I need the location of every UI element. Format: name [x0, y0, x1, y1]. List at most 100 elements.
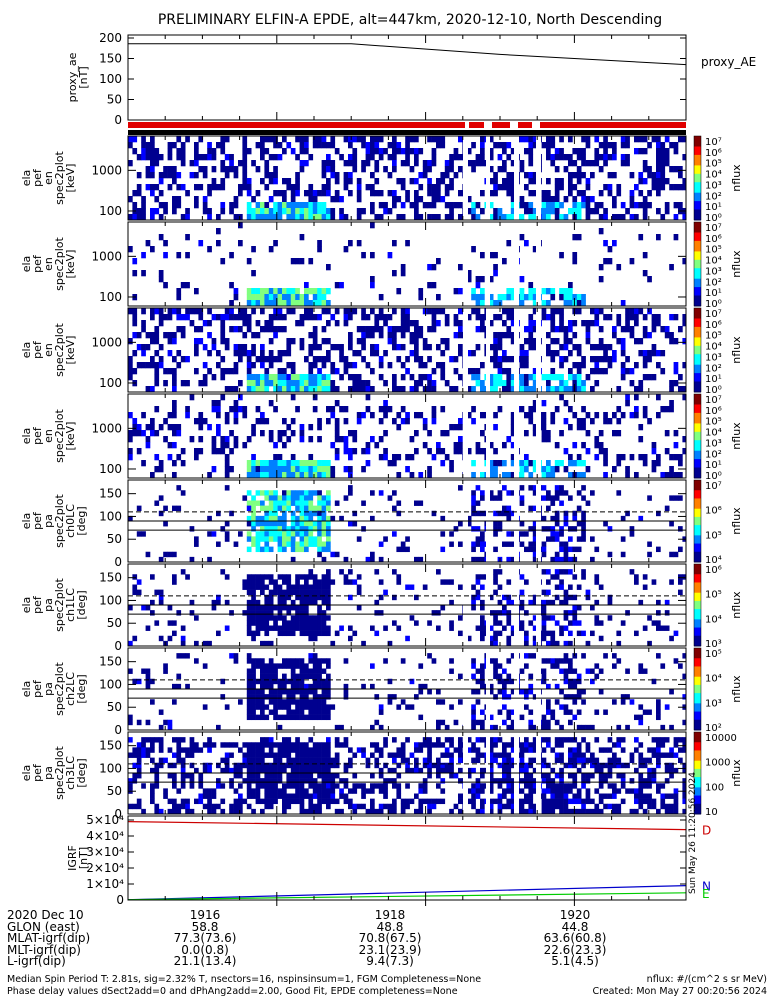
colorbar-step	[694, 531, 701, 534]
colorbar-step	[694, 627, 701, 631]
igrf-line-N	[127, 885, 687, 901]
footer-created: Created: Mon May 27 00:20:56 2024	[592, 986, 768, 997]
colorbar-step	[694, 750, 701, 753]
colorbar-step	[694, 789, 701, 792]
colorbar-step	[694, 539, 701, 542]
y-axis-label: ela	[20, 342, 33, 359]
ephem-l: 21.1(13.4)	[173, 954, 237, 968]
colorbar-step	[694, 410, 701, 414]
colorbar-step	[694, 184, 701, 187]
y-axis-label: ch3LC	[64, 756, 77, 790]
colorbar-step	[694, 668, 701, 672]
colorbar-step	[694, 732, 701, 735]
colorbar-step	[694, 744, 701, 747]
colorbar-step	[694, 656, 701, 659]
colorbar-step	[694, 419, 701, 422]
y-tick-label: 100	[99, 290, 122, 304]
colorbar-step	[694, 654, 701, 657]
data-gap	[486, 308, 490, 392]
colorbar-step	[694, 215, 701, 219]
colorbar-step	[694, 773, 701, 776]
colorbar-step	[694, 471, 701, 475]
colorbar-step	[694, 746, 701, 749]
colorbar-step	[694, 429, 701, 433]
colorbar-step	[694, 257, 701, 261]
heatmap-cells	[128, 648, 686, 730]
colorbar-step	[694, 719, 701, 723]
colorbar-step	[694, 209, 701, 213]
y-tick-label: 1000	[91, 335, 122, 349]
colorbar-label: nflux	[730, 675, 743, 703]
colorbar-step	[694, 322, 701, 326]
colorbar-tick-label: 10³	[705, 698, 722, 709]
y-axis-label: ela	[20, 428, 33, 445]
colorbar-step	[694, 502, 701, 506]
colorbar-step	[694, 570, 701, 573]
y-axis-label: spec2plot	[53, 151, 66, 205]
colorbar-step	[694, 389, 701, 393]
colorbar-step	[694, 516, 701, 520]
colorbar-step	[694, 274, 701, 278]
colorbar-step	[694, 762, 701, 766]
colorbar-step	[694, 224, 701, 227]
colorbar: 10000 1000 100 10 nflux	[693, 731, 743, 818]
colorbar-step	[694, 169, 701, 173]
y-axis-label: ela	[20, 513, 33, 530]
colorbar-step	[694, 701, 701, 704]
data-gap	[514, 308, 519, 392]
colorbar-step	[694, 490, 701, 493]
colorbar-step	[694, 412, 701, 416]
y-tick-label: 150	[99, 739, 122, 753]
colorbar-step	[694, 188, 701, 192]
colorbar-step	[694, 333, 701, 336]
heatmap-cells	[128, 136, 686, 220]
colorbar-step	[694, 584, 701, 588]
colorbar-tick-label: 10⁴	[705, 342, 722, 353]
ephem-mlat: 63.6(60.8)	[543, 931, 607, 945]
colorbar-step	[694, 320, 701, 324]
y-axis-label: IGRF	[66, 845, 79, 871]
panel-frame	[127, 393, 687, 479]
colorbar-tick-label: 10⁴	[705, 256, 722, 267]
colorbar-step	[694, 291, 701, 294]
ephem-time: 1918	[374, 908, 406, 922]
colorbar-step	[694, 278, 701, 282]
colorbar-step	[694, 245, 701, 248]
y-tick-label: 1000	[91, 421, 122, 435]
y-axis-label: [keV]	[64, 422, 77, 451]
colorbar-step	[694, 783, 701, 786]
colorbar-tick-label: 10⁴	[705, 674, 722, 685]
colorbar-step	[694, 609, 701, 612]
y-axis-label: pef	[31, 511, 44, 530]
colorbar-step	[694, 795, 701, 799]
colorbar-step	[694, 779, 701, 782]
colorbar-step	[694, 144, 701, 147]
colorbar-step	[694, 707, 701, 710]
colorbar-tick-label: 10⁴	[705, 428, 722, 439]
colorbar-tick-label: 10⁴	[705, 170, 722, 181]
colorbar-step	[694, 559, 701, 563]
colorbar-step	[694, 799, 701, 803]
colorbar-step	[694, 138, 701, 141]
colorbar-step	[694, 807, 701, 811]
colorbar-step	[694, 623, 701, 626]
colorbar-step	[694, 161, 701, 164]
colorbar-step	[694, 232, 701, 236]
colorbar-step	[694, 555, 701, 559]
colorbar-tick-label: 10⁰	[705, 299, 722, 310]
colorbar-step	[694, 467, 701, 471]
colorbar-step	[694, 662, 701, 665]
y-tick-label: 150	[99, 487, 122, 501]
data-gap	[514, 136, 519, 220]
colorbar-step	[694, 582, 701, 585]
colorbar-step	[694, 276, 701, 280]
y-axis-label: [deg]	[75, 758, 88, 787]
colorbar-frame	[693, 563, 702, 647]
colorbar-step	[694, 228, 701, 231]
colorbar-step	[694, 270, 701, 273]
y-axis-label: spec2plot	[53, 746, 66, 800]
colorbar-frame	[693, 307, 702, 393]
panel-pa-ch2: elapefpaspec2plotch2LC[deg]15010050010⁵1…	[20, 647, 743, 737]
y-axis-label: [keV]	[64, 336, 77, 365]
